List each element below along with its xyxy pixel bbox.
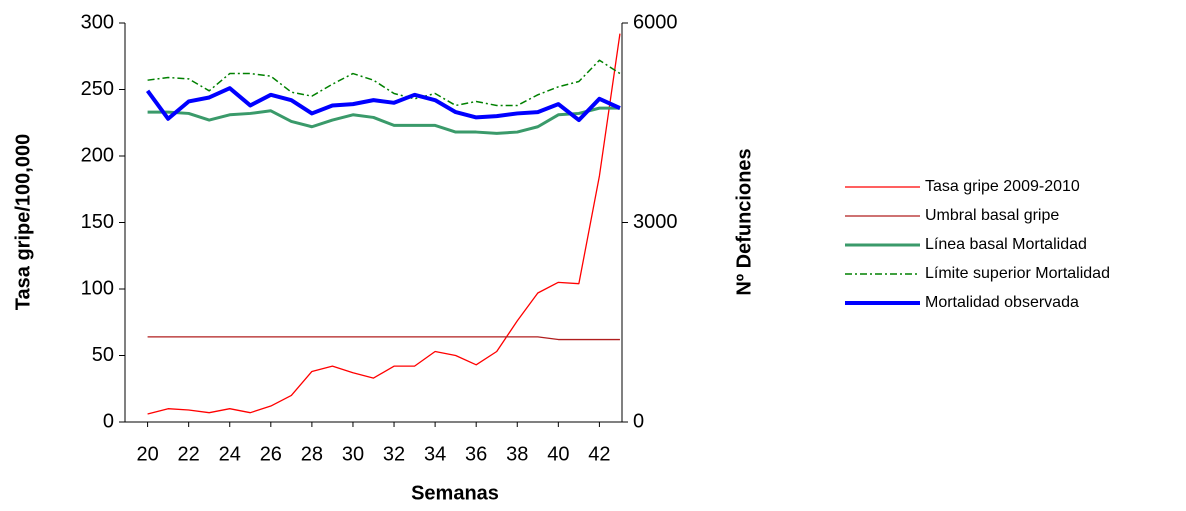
x-tick-label: 38 — [506, 443, 528, 465]
x-tick-label: 24 — [219, 443, 241, 465]
x-tick-label: 28 — [301, 443, 323, 465]
y-tick-label: 250 — [81, 78, 114, 100]
y2-tick-label: 3000 — [633, 211, 678, 233]
x-tick-label: 32 — [383, 443, 405, 465]
x-tick-label: 40 — [547, 443, 569, 465]
series-line — [147, 106, 620, 135]
y2-tick-label: 6000 — [633, 11, 678, 33]
series-line — [147, 33, 621, 415]
legend-label: Umbral basal gripe — [925, 207, 1059, 224]
y-tick-label: 200 — [81, 144, 114, 166]
x-axis-title: Semanas — [411, 482, 499, 504]
x-tick-label: 34 — [424, 443, 446, 465]
legend-label: Línea basal Mortalidad — [925, 236, 1087, 253]
y-tick-label: 0 — [103, 410, 114, 432]
x-tick-label: 26 — [260, 443, 282, 465]
legend-label: Tasa gripe 2009-2010 — [925, 178, 1080, 195]
series-line — [147, 59, 621, 107]
y-tick-label: 150 — [81, 211, 114, 233]
legend-label: Límite superior Mortalidad — [925, 265, 1110, 282]
x-tick-label: 22 — [178, 443, 200, 465]
y2-axis-title: Nº Defunciones — [733, 148, 755, 295]
y-tick-label: 300 — [81, 11, 114, 33]
y-tick-label: 100 — [81, 277, 114, 299]
x-tick-label: 30 — [342, 443, 364, 465]
x-tick-label: 20 — [136, 443, 158, 465]
y-tick-label: 50 — [92, 344, 114, 366]
series-line — [145, 86, 621, 123]
x-tick-label: 36 — [465, 443, 487, 465]
y2-tick-label: 0 — [633, 410, 644, 432]
x-tick-label: 42 — [588, 443, 610, 465]
y-axis-title: Tasa gripe/100,000 — [12, 134, 34, 310]
series-line — [147, 336, 620, 341]
legend-label: Mortalidad observada — [925, 294, 1079, 311]
